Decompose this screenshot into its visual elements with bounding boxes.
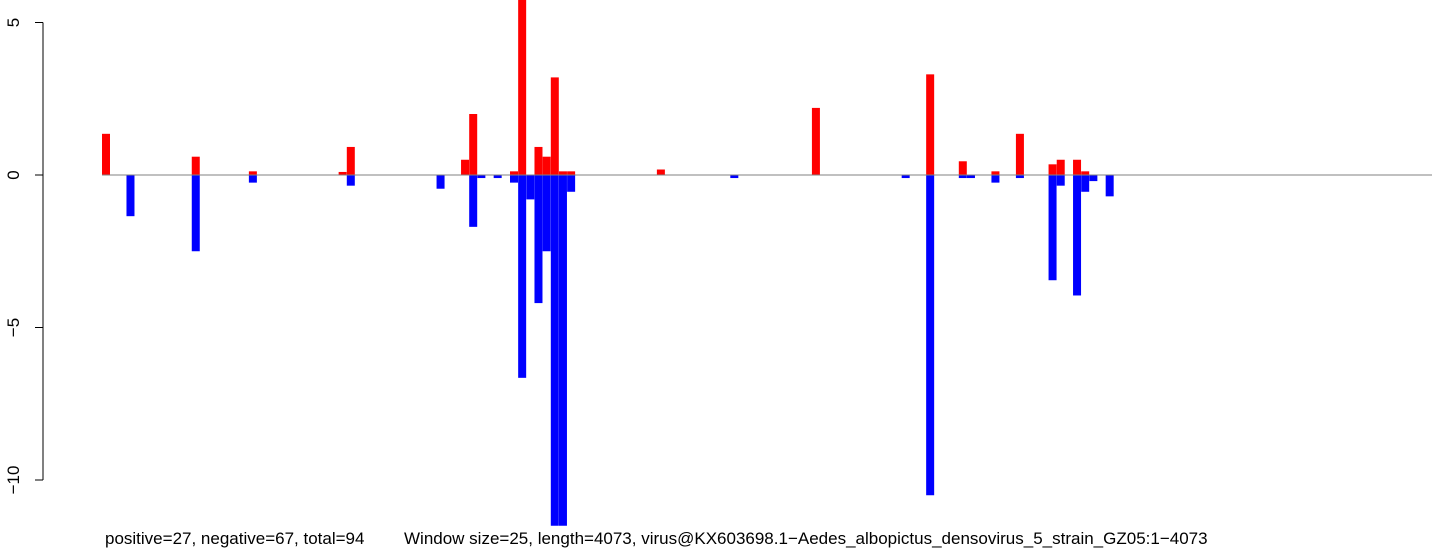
negative-bar	[1048, 175, 1057, 281]
positive-bar	[1073, 159, 1082, 175]
negative-bar	[526, 175, 535, 200]
positive-bar	[811, 107, 820, 175]
negative-bar	[550, 175, 559, 526]
negative-bar	[126, 175, 135, 217]
negative-bar	[436, 175, 445, 189]
positive-bar	[469, 114, 478, 175]
positive-bar	[1015, 133, 1024, 175]
y-axis: 5 0 −5 −10	[4, 18, 44, 495]
negative-bar	[510, 175, 518, 183]
positive-bar	[1056, 159, 1065, 175]
positive-bar	[510, 171, 518, 175]
positive-bar	[346, 146, 355, 175]
negative-bar	[1073, 175, 1082, 296]
y-tick-label: −5	[4, 318, 23, 337]
negative-bar	[1081, 175, 1090, 192]
negative-bar	[1056, 175, 1065, 186]
positive-bar	[1081, 171, 1090, 175]
positive-bar	[558, 171, 567, 175]
info-caption: Window size=25, length=4073, virus@KX603…	[404, 529, 1208, 548]
y-tick-label: −10	[4, 466, 23, 495]
positive-bar	[102, 133, 110, 175]
positive-bar	[338, 171, 347, 175]
positive-bar	[518, 0, 527, 175]
positive-bar	[567, 171, 576, 175]
positive-bar	[958, 161, 967, 175]
negative-bar	[567, 175, 576, 192]
positive-bar	[191, 156, 200, 175]
stats-caption: positive=27, negative=67, total=94	[105, 529, 364, 548]
negative-bar	[1105, 175, 1114, 197]
negative-bar	[926, 175, 935, 496]
y-tick-label: 0	[4, 170, 23, 179]
negative-bar	[469, 175, 478, 227]
bars	[102, 0, 1114, 526]
negative-bar	[901, 175, 910, 179]
negative-bar	[493, 175, 502, 179]
positive-bar	[656, 169, 665, 175]
positive-bar	[1048, 164, 1057, 175]
y-tick-label: 5	[4, 18, 23, 27]
positive-bar	[926, 74, 935, 175]
negative-bar	[1015, 175, 1024, 179]
negative-bar	[534, 175, 543, 304]
negative-bar	[1089, 175, 1098, 182]
negative-bar	[542, 175, 551, 252]
negative-bar	[518, 175, 527, 378]
positive-bar	[991, 171, 1000, 175]
negative-bar	[966, 175, 975, 179]
negative-bar	[991, 175, 1000, 183]
negative-bar	[558, 175, 567, 526]
positive-bar	[550, 77, 559, 175]
positive-bar	[248, 171, 257, 175]
negative-bar	[958, 175, 967, 179]
negative-bar	[477, 175, 486, 179]
positive-bar	[461, 159, 470, 175]
negative-bar	[191, 175, 200, 252]
negative-bar	[248, 175, 257, 183]
positive-bar	[542, 156, 551, 175]
negative-bar	[346, 175, 355, 186]
negative-bar	[730, 175, 739, 179]
positive-bar	[534, 146, 543, 175]
